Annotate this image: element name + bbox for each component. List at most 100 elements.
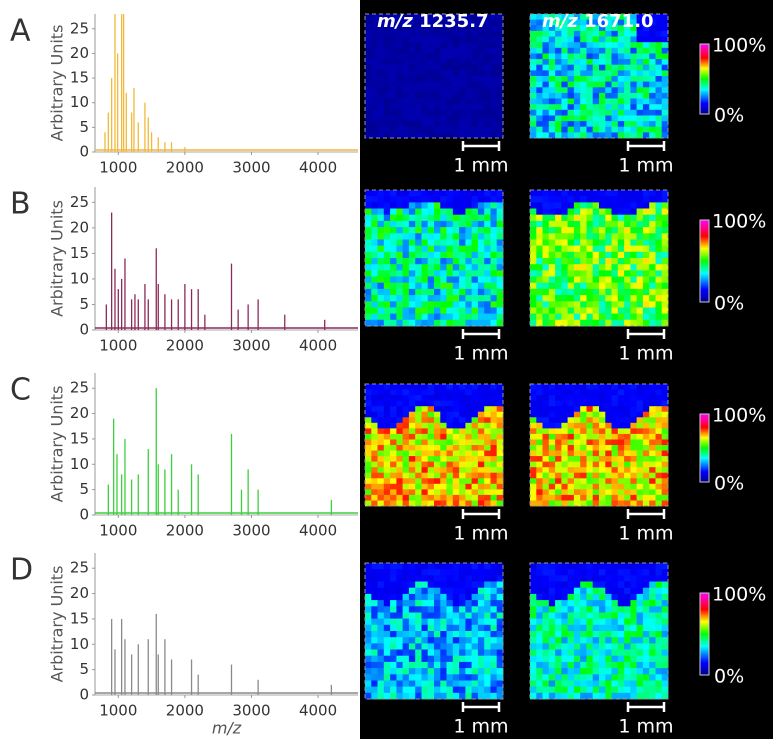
heatmap-pixel: [612, 456, 619, 462]
heatmap-pixel: [656, 582, 663, 589]
heatmap-pixel: [378, 116, 385, 122]
heatmap-pixel: [396, 221, 403, 228]
heatmap-pixel: [465, 314, 472, 321]
heatmap-pixel: [662, 650, 669, 657]
heatmap-pixel: [403, 656, 410, 663]
heatmap-pixel: [422, 613, 429, 620]
heatmap-pixel: [371, 456, 378, 462]
heatmap-pixel: [637, 588, 644, 595]
heatmap-pixel: [472, 104, 479, 110]
heatmap-pixel: [568, 440, 575, 446]
heatmap-pixel: [497, 619, 504, 626]
heatmap-pixel: [422, 93, 429, 99]
heatmap-pixel: [390, 478, 397, 484]
heatmap-pixel: [574, 59, 581, 65]
heatmap-pixel: [656, 384, 663, 390]
heatmap-pixel: [618, 401, 625, 407]
heatmap-pixel: [599, 221, 606, 228]
heatmap-pixel: [428, 478, 435, 484]
heatmap-pixel: [612, 582, 619, 589]
heatmap-pixel: [447, 70, 454, 76]
heatmap-pixel: [478, 656, 485, 663]
heatmap-pixel: [624, 563, 631, 570]
heatmap-pixel: [580, 693, 587, 700]
heatmap-pixel: [484, 462, 491, 468]
heatmap-pixel: [593, 462, 600, 468]
heatmap-pixel: [409, 215, 416, 222]
heatmap-pixel: [599, 121, 606, 127]
heatmap-pixel: [618, 582, 625, 589]
heatmap-pixel: [396, 613, 403, 620]
heatmap-pixel: [612, 619, 619, 626]
heatmap-pixel: [536, 423, 543, 429]
heatmap-pixel: [587, 575, 594, 582]
heatmap-pixel: [422, 456, 429, 462]
heatmap-pixel: [422, 110, 429, 116]
heatmap-pixel: [568, 478, 575, 484]
heatmap-pixel: [459, 289, 466, 296]
heatmap-pixel: [390, 93, 397, 99]
heatmap-pixel: [434, 283, 441, 290]
heatmap-pixel: [472, 428, 479, 434]
heatmap-pixel: [478, 606, 485, 613]
heatmap-pixel: [459, 693, 466, 700]
heatmap-pixel: [403, 70, 410, 76]
heatmap-pixel: [384, 65, 391, 71]
heatmap-pixel: [543, 127, 550, 133]
heatmap-pixel: [422, 478, 429, 484]
heatmap-pixel: [618, 54, 625, 60]
heatmap-pixel: [396, 582, 403, 589]
heatmap-pixel: [643, 93, 650, 99]
heatmap-pixel: [447, 473, 454, 479]
heatmap-pixel: [371, 484, 378, 490]
heatmap-pixel: [587, 233, 594, 240]
heatmap-pixel: [491, 221, 498, 228]
heatmap-pixel: [643, 613, 650, 620]
heatmap-pixel: [618, 190, 625, 197]
heatmap-pixel: [440, 215, 447, 222]
heatmap-pixel: [662, 65, 669, 71]
heatmap-pixel: [459, 417, 466, 423]
heatmap-pixel: [612, 478, 619, 484]
heatmap-pixel: [593, 575, 600, 582]
heatmap-pixel: [459, 295, 466, 302]
heatmap-pixel: [484, 445, 491, 451]
heatmap-pixel: [543, 401, 550, 407]
heatmap-pixel: [409, 289, 416, 296]
heatmap-pixel: [403, 65, 410, 71]
heatmap-pixel: [491, 190, 498, 197]
heatmap-pixel: [624, 462, 631, 468]
heatmap-pixel: [630, 656, 637, 663]
heatmap-pixel: [599, 264, 606, 271]
heatmap-pixel: [396, 59, 403, 65]
heatmap-pixel: [593, 643, 600, 650]
heatmap-pixel: [447, 127, 454, 133]
heatmap-pixel: [593, 406, 600, 412]
heatmap-pixel: [491, 82, 498, 88]
heatmap-pixel: [378, 462, 385, 468]
heatmap-pixel: [587, 227, 594, 234]
heatmap-pixel: [543, 619, 550, 626]
heatmap-pixel: [434, 451, 441, 457]
heatmap-pixel: [384, 484, 391, 490]
heatmap-pixel: [568, 104, 575, 110]
heatmap-pixel: [409, 93, 416, 99]
heatmap-pixel: [459, 594, 466, 601]
heatmap-pixel: [568, 277, 575, 284]
heatmap-pixel: [378, 495, 385, 501]
heatmap-pixel: [536, 563, 543, 570]
heatmap-pixel: [649, 59, 656, 65]
heatmap-pixel: [491, 451, 498, 457]
heatmap-pixel: [630, 37, 637, 43]
heatmap-pixel: [365, 484, 372, 490]
heatmap-pixel: [605, 417, 612, 423]
heatmap-pixel: [428, 42, 435, 48]
heatmap-pixel: [459, 489, 466, 495]
heatmap-pixel: [555, 588, 562, 595]
heatmap-pixel: [580, 434, 587, 440]
heatmap-pixel: [637, 227, 644, 234]
heatmap-pixel: [459, 613, 466, 620]
heatmap-pixel: [656, 428, 663, 434]
heatmap-pixel: [371, 233, 378, 240]
heatmap-pixel: [624, 196, 631, 203]
